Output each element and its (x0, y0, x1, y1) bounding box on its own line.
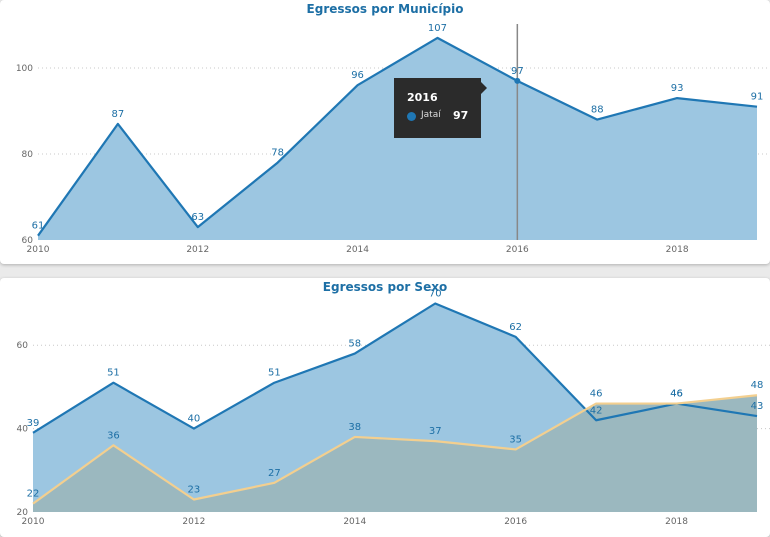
data-label: 38 (348, 422, 361, 433)
data-label: 93 (671, 83, 684, 94)
data-label: 42 (590, 405, 603, 416)
data-label: 22 (27, 489, 40, 500)
x-tick-label: 2014 (346, 245, 369, 255)
x-tick-label: 2016 (504, 517, 527, 527)
data-label: 40 (188, 414, 201, 425)
data-label: 63 (191, 212, 204, 223)
data-label: 27 (268, 468, 281, 479)
area-series-0 (38, 37, 757, 241)
y-tick-label: 60 (17, 341, 29, 351)
tooltip-arrow-icon (481, 82, 487, 94)
line-series-0 (37, 36, 758, 237)
hover-tooltip: 2016 Jataí 97 (394, 78, 487, 138)
hover-point (514, 77, 521, 84)
x-tick-label: 2012 (186, 245, 209, 255)
data-label: 51 (107, 368, 120, 379)
x-tick-label: 2010 (27, 245, 50, 255)
data-label: 23 (188, 484, 201, 495)
data-label: 39 (27, 418, 40, 429)
data-label: 107 (428, 23, 447, 34)
chart-municipio[interactable]: 60 80 100 61 87 63 78 96 107 97 88 93 91 2010 2012 2014… (0, 0, 770, 264)
tooltip-value: 97 (453, 109, 469, 122)
data-label: 87 (112, 109, 125, 120)
data-label: 78 (271, 148, 284, 159)
data-label: 96 (351, 70, 364, 81)
chart-sexo[interactable]: 20 40 60 39 51 40 51 58 70 62 42 46 43 22 36 23 27 38 37 35… (0, 278, 770, 537)
x-tick-label: 2012 (182, 517, 205, 527)
data-label: 48 (751, 380, 764, 391)
y-tick-label: 20 (17, 508, 29, 518)
data-label: 91 (751, 92, 764, 103)
line-series-0 (32, 302, 758, 434)
data-label: 46 (590, 389, 603, 400)
data-label: 62 (509, 322, 522, 333)
data-label: 43 (751, 401, 764, 412)
x-tick-label: 2016 (506, 245, 529, 255)
data-label: 51 (268, 368, 281, 379)
data-label: 58 (348, 339, 361, 350)
area-series-1 (33, 395, 757, 512)
data-label: 37 (429, 426, 442, 437)
data-label: 46 (670, 389, 683, 400)
data-label: 61 (32, 221, 45, 232)
line-series-1 (32, 394, 758, 505)
y-tick-label: 100 (16, 64, 33, 74)
x-tick-label: 2018 (665, 517, 688, 527)
y-tick-label: 60 (22, 236, 34, 246)
tooltip-year: 2016 (407, 91, 438, 104)
data-label: 70 (429, 289, 442, 300)
data-label: 46 (670, 389, 683, 400)
y-tick-label: 40 (17, 425, 29, 435)
x-tick-label: 2014 (343, 517, 366, 527)
chart-panel-municipio: Egressos por Município 60 80 100 61 87 63 78 96… (0, 0, 770, 264)
y-tick-label: 80 (22, 150, 34, 160)
x-tick-label: 2010 (22, 517, 45, 527)
data-label: 88 (591, 105, 604, 116)
chart-panel-sexo: Egressos por Sexo 20 40 60 39 51 40 51 58 70 62 42… (0, 278, 770, 537)
data-label: 35 (509, 434, 522, 445)
chart-title-municipio: Egressos por Município (306, 2, 464, 16)
series-color-dot-icon (407, 112, 416, 121)
data-label: 36 (107, 430, 120, 441)
x-tick-label: 2018 (666, 245, 689, 255)
tooltip-series-name: Jataí (421, 110, 441, 120)
chart-title-sexo: Egressos por Sexo (322, 280, 448, 294)
